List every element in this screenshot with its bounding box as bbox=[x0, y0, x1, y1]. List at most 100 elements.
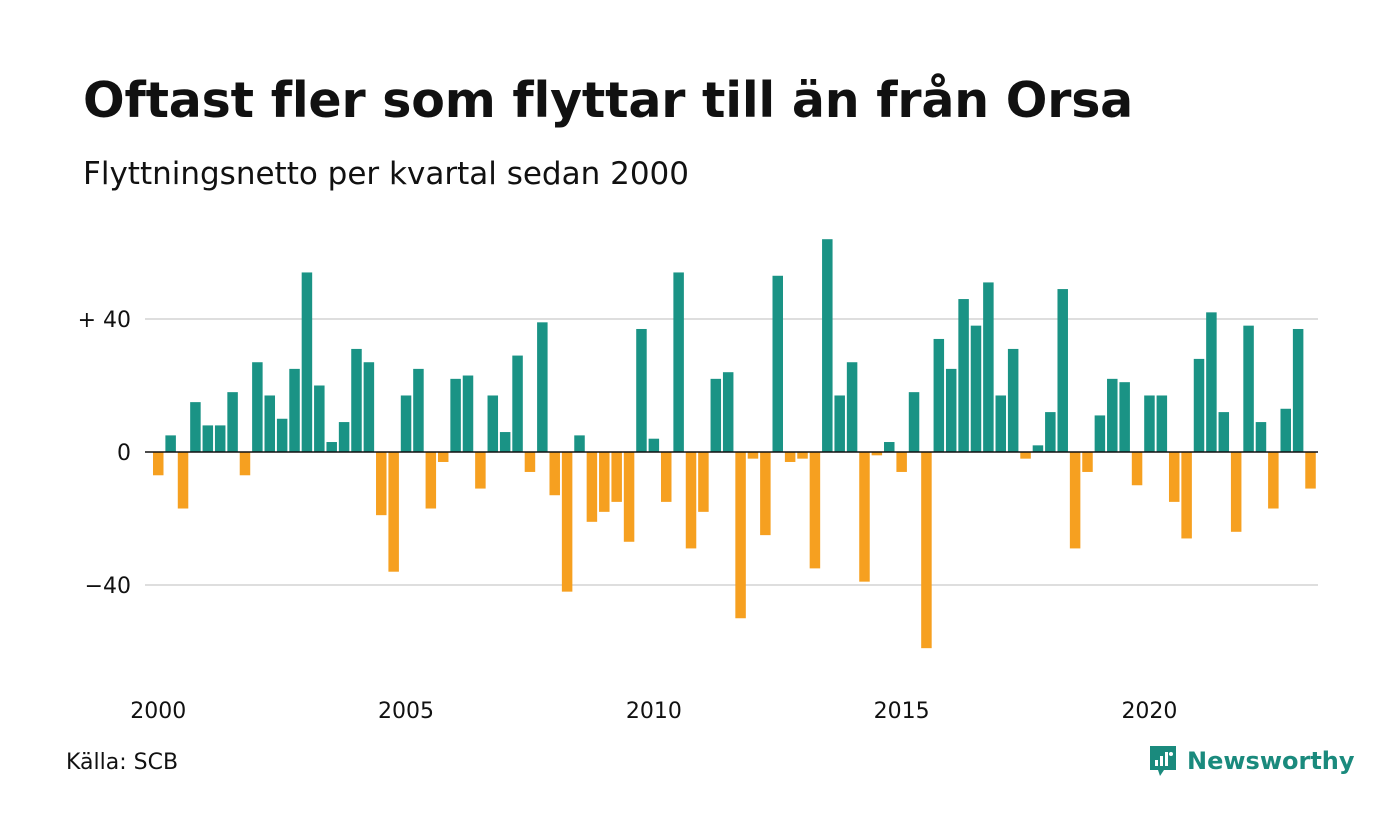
bar bbox=[326, 442, 337, 452]
bar bbox=[648, 438, 660, 452]
bar bbox=[908, 392, 920, 452]
bar bbox=[599, 452, 610, 512]
bar bbox=[1020, 452, 1031, 459]
bar bbox=[1032, 445, 1044, 452]
bar bbox=[784, 452, 796, 462]
bar bbox=[760, 452, 771, 536]
bar bbox=[413, 368, 424, 453]
bar bbox=[797, 452, 808, 459]
x-tick-label: 2005 bbox=[378, 699, 434, 724]
bar bbox=[537, 322, 548, 452]
bar bbox=[636, 328, 647, 452]
bar bbox=[1193, 358, 1205, 452]
bar bbox=[276, 418, 288, 452]
bar bbox=[1292, 328, 1304, 452]
bar bbox=[338, 422, 350, 452]
bar bbox=[450, 378, 461, 452]
bar bbox=[822, 239, 833, 452]
bar bbox=[611, 452, 622, 502]
bar bbox=[710, 378, 722, 452]
bar bbox=[1268, 452, 1279, 509]
bar bbox=[388, 452, 399, 572]
bar bbox=[549, 452, 560, 496]
bar bbox=[623, 452, 635, 542]
bars bbox=[153, 239, 1316, 649]
bar bbox=[574, 435, 585, 453]
bar bbox=[1082, 452, 1093, 472]
bar bbox=[264, 395, 276, 452]
bar bbox=[1119, 382, 1130, 452]
bar bbox=[227, 392, 238, 452]
bar bbox=[1094, 415, 1106, 452]
bar bbox=[1069, 452, 1081, 549]
bar bbox=[524, 452, 536, 472]
bar bbox=[958, 299, 969, 452]
bar bbox=[722, 372, 734, 452]
bar bbox=[475, 452, 486, 489]
bar bbox=[499, 432, 511, 452]
bar bbox=[1280, 408, 1291, 452]
axes: + 40 0 −40 2000 2005 2010 2015 2020 bbox=[78, 308, 1318, 724]
bar bbox=[896, 452, 907, 472]
bar bbox=[1007, 348, 1019, 452]
bar bbox=[1045, 412, 1056, 452]
bar bbox=[153, 452, 164, 476]
bar bbox=[995, 395, 1007, 452]
x-tick-label: 2020 bbox=[1121, 699, 1177, 724]
bar bbox=[239, 452, 251, 476]
bar bbox=[586, 452, 598, 522]
bar bbox=[1206, 312, 1217, 452]
bar bbox=[561, 452, 573, 592]
newsworthy-logo-icon bbox=[1150, 746, 1176, 776]
bar bbox=[1131, 452, 1143, 486]
bar bbox=[487, 395, 499, 452]
x-tick-label: 2010 bbox=[626, 699, 682, 724]
bar bbox=[177, 452, 189, 509]
bar bbox=[376, 452, 387, 516]
bar bbox=[846, 362, 858, 452]
bar bbox=[673, 272, 684, 452]
bar bbox=[363, 362, 375, 452]
bar bbox=[202, 425, 214, 452]
bar bbox=[970, 325, 982, 452]
bar bbox=[1168, 452, 1180, 502]
bar bbox=[1144, 395, 1155, 452]
bar bbox=[884, 442, 895, 452]
x-tick-label: 2015 bbox=[874, 699, 930, 724]
bar bbox=[462, 375, 474, 452]
y-tick-label: 0 bbox=[117, 441, 131, 466]
bar bbox=[685, 452, 697, 549]
bar bbox=[252, 362, 263, 452]
bar bbox=[859, 452, 870, 582]
bar bbox=[214, 425, 226, 452]
bar bbox=[190, 402, 201, 453]
bar bbox=[289, 368, 300, 453]
bar bbox=[772, 275, 783, 452]
bar bbox=[660, 452, 672, 502]
x-tick-label: 2000 bbox=[130, 699, 186, 724]
bar bbox=[400, 395, 412, 452]
chart-title: Oftast fler som flyttar till än från Ors… bbox=[83, 72, 1134, 129]
brand-logo[interactable]: Newsworthy bbox=[1148, 744, 1355, 778]
bar bbox=[834, 395, 845, 452]
bar bbox=[165, 435, 176, 453]
bar bbox=[747, 452, 759, 459]
bar bbox=[314, 385, 325, 452]
y-tick-label: −40 bbox=[85, 574, 131, 599]
bar bbox=[809, 452, 821, 569]
bar bbox=[437, 452, 449, 462]
bar bbox=[933, 338, 945, 452]
brand-name: Newsworthy bbox=[1187, 747, 1355, 775]
bar bbox=[1255, 422, 1267, 452]
bar bbox=[983, 282, 994, 452]
bar bbox=[1057, 289, 1068, 452]
chart-subtitle: Flyttningsnetto per kvartal sedan 2000 bbox=[83, 156, 689, 192]
bar bbox=[1156, 395, 1168, 452]
bar bbox=[871, 452, 883, 456]
bar bbox=[698, 452, 709, 512]
bar bbox=[735, 452, 746, 619]
bar bbox=[1243, 325, 1254, 452]
bar bbox=[1218, 412, 1230, 452]
source-note: Källa: SCB bbox=[66, 750, 179, 775]
bar bbox=[512, 355, 523, 452]
